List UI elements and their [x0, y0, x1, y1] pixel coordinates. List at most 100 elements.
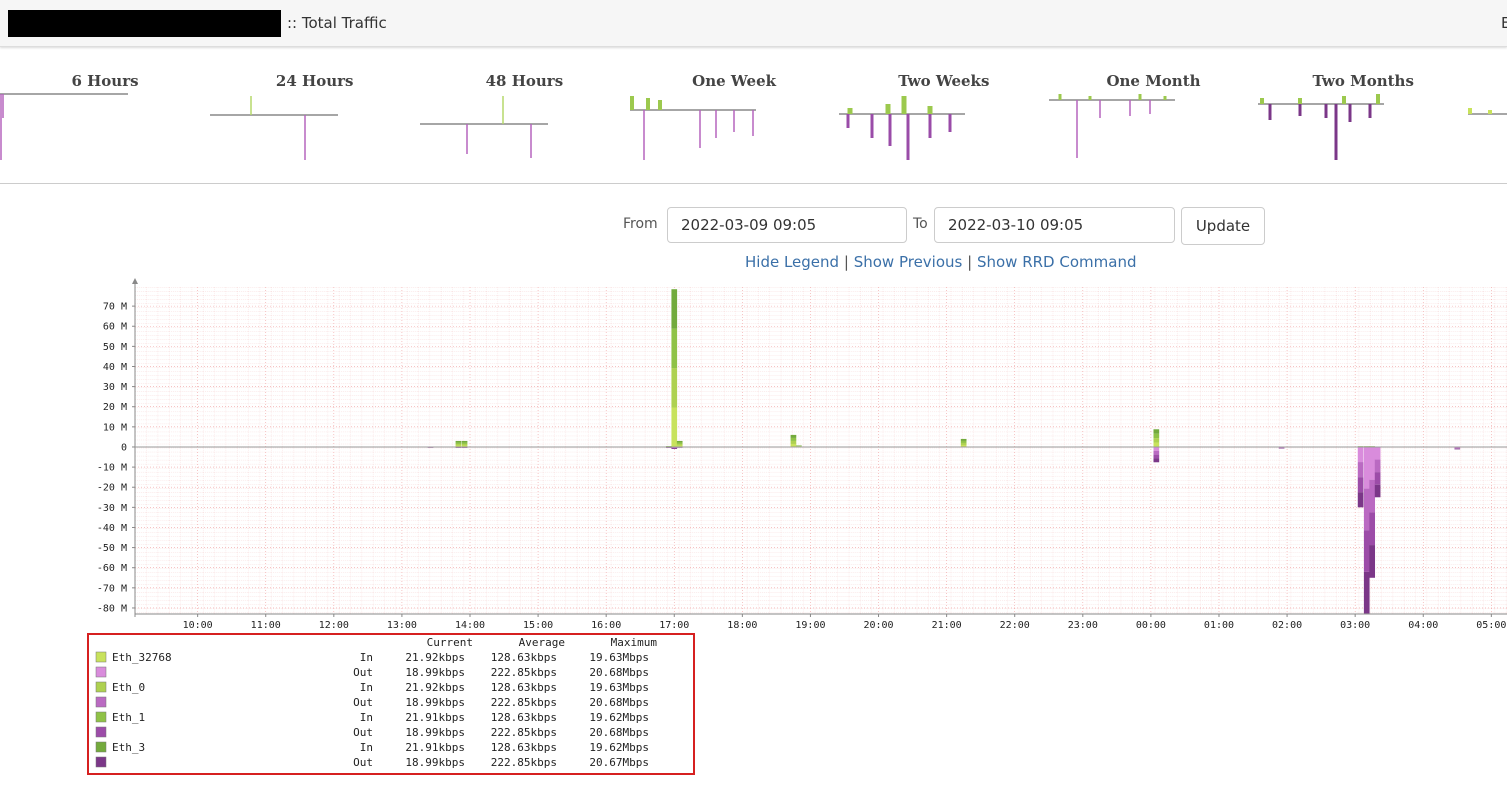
- bar-segment: [1374, 459, 1381, 473]
- legend-average: 128.63kbps: [491, 681, 557, 694]
- x-tick-label: 23:00: [1068, 620, 1098, 631]
- y-tick-label: 40 M: [103, 362, 127, 373]
- link[interactable]: Show Previous: [853, 253, 963, 271]
- x-tick-label: 16:00: [591, 620, 621, 631]
- x-tick-label: 11:00: [251, 620, 281, 631]
- bar-segment: [671, 448, 678, 449]
- bar-segment: [455, 442, 462, 444]
- bar-segment: [676, 445, 683, 447]
- redacted-name: [8, 10, 281, 37]
- legend-average: 128.63kbps: [491, 741, 557, 754]
- bar-segment: [1357, 492, 1364, 508]
- bar-segment: [1357, 477, 1364, 493]
- legend-direction: In: [360, 741, 373, 754]
- bar-segment: [455, 445, 462, 447]
- thumbnail-title[interactable]: 6 Hours: [71, 72, 139, 90]
- thumbnail-title[interactable]: One Month: [1106, 72, 1201, 90]
- legend-maximum: 19.63Mbps: [589, 651, 649, 664]
- legend-average: 128.63kbps: [491, 711, 557, 724]
- bar-segment: [790, 443, 797, 447]
- bar-segment: [671, 289, 678, 329]
- bar-segment: [1153, 429, 1160, 434]
- bar-segment: [1153, 442, 1160, 447]
- separator: |: [843, 253, 849, 271]
- bar-segment: [1369, 479, 1376, 513]
- legend-current: 18.99kbps: [405, 726, 465, 739]
- legend-direction: Out: [353, 756, 373, 769]
- thumbnail-title[interactable]: 48 Hours: [485, 72, 564, 90]
- bar-segment: [960, 444, 967, 447]
- bar-segment: [1357, 446, 1364, 463]
- x-tick-label: 10:00: [183, 620, 213, 631]
- from-label: From: [623, 216, 658, 232]
- legend-current: 18.99kbps: [405, 666, 465, 679]
- bar-segment: [1374, 446, 1381, 460]
- legend-name: Eth_0: [112, 681, 145, 694]
- legend-direction: In: [360, 651, 373, 664]
- bar-segment: [1454, 448, 1461, 450]
- bar-segment: [1153, 438, 1160, 443]
- thumbnail-title[interactable]: 24 Hours: [275, 72, 354, 90]
- bar-segment: [790, 437, 797, 441]
- legend-swatch: [95, 741, 107, 753]
- y-tick-label: -70 M: [97, 583, 127, 594]
- x-tick-label: 21:00: [932, 620, 962, 631]
- link[interactable]: Hide Legend: [745, 253, 840, 271]
- legend-header: Maximum: [611, 636, 658, 649]
- bar-segment: [671, 368, 678, 408]
- bar-segment: [1369, 545, 1376, 578]
- from-input[interactable]: 2022-03-09 09:05: [667, 207, 907, 243]
- bar-segment: [1153, 450, 1160, 455]
- y-tick-label: -10 M: [97, 463, 127, 474]
- update-button[interactable]: Update: [1181, 207, 1265, 245]
- legend-swatch: [95, 726, 107, 738]
- bar-segment: [671, 447, 678, 448]
- y-tick-label: -50 M: [97, 543, 127, 554]
- legend-swatch: [95, 651, 107, 663]
- bar-segment: [1454, 446, 1461, 448]
- x-tick-label: 05:00: [1476, 620, 1506, 631]
- bar-segment: [1363, 571, 1370, 614]
- bar-segment: [1369, 512, 1376, 546]
- to-input[interactable]: 2022-03-10 09:05: [934, 207, 1175, 243]
- legend-average: 222.85kbps: [491, 666, 557, 679]
- y-tick-label: -30 M: [97, 503, 127, 514]
- bar-segment: [676, 443, 683, 446]
- legend-name: Eth_3: [112, 741, 145, 754]
- page-title: :: Total Traffic: [287, 14, 387, 32]
- header-bar: :: Total Traffic E: [0, 0, 1507, 47]
- thumbnail-title[interactable]: Two Weeks: [898, 72, 990, 90]
- x-tick-label: 12:00: [319, 620, 349, 631]
- thumbnail-title[interactable]: One Week: [692, 72, 777, 90]
- link[interactable]: Show RRD Command: [976, 253, 1137, 271]
- bar-segment: [1153, 458, 1160, 463]
- legend-swatch: [95, 681, 107, 693]
- bar-segment: [676, 442, 683, 444]
- legend-swatch: [95, 756, 107, 768]
- bar-segment: [1153, 433, 1160, 439]
- x-tick-label: 03:00: [1340, 620, 1370, 631]
- x-tick-label: 02:00: [1272, 620, 1302, 631]
- bar-segment: [1374, 472, 1381, 485]
- bar-segment: [1454, 448, 1461, 449]
- legend-direction: In: [360, 711, 373, 724]
- bar-segment: [461, 442, 468, 444]
- legend-current: 21.92kbps: [405, 681, 465, 694]
- legend-current: 18.99kbps: [405, 756, 465, 769]
- divider: [0, 183, 1507, 184]
- x-tick-label: 00:00: [1136, 620, 1166, 631]
- link-row: Hide Legend | Show Previous | Show RRD C…: [745, 253, 1136, 271]
- y-tick-label: 50 M: [103, 342, 127, 353]
- y-tick-label: 10 M: [103, 422, 127, 433]
- legend-box: [87, 633, 695, 775]
- legend-direction: Out: [353, 696, 373, 709]
- thumbnail-title[interactable]: Two Months: [1312, 72, 1414, 90]
- legend-maximum: 20.68Mbps: [589, 696, 649, 709]
- legend-swatch: [95, 666, 107, 678]
- x-tick-label: 18:00: [727, 620, 757, 631]
- legend-direction: In: [360, 681, 373, 694]
- separator: |: [967, 253, 973, 271]
- legend-current: 21.91kbps: [405, 711, 465, 724]
- y-tick-label: 60 M: [103, 322, 127, 333]
- legend-current: 18.99kbps: [405, 696, 465, 709]
